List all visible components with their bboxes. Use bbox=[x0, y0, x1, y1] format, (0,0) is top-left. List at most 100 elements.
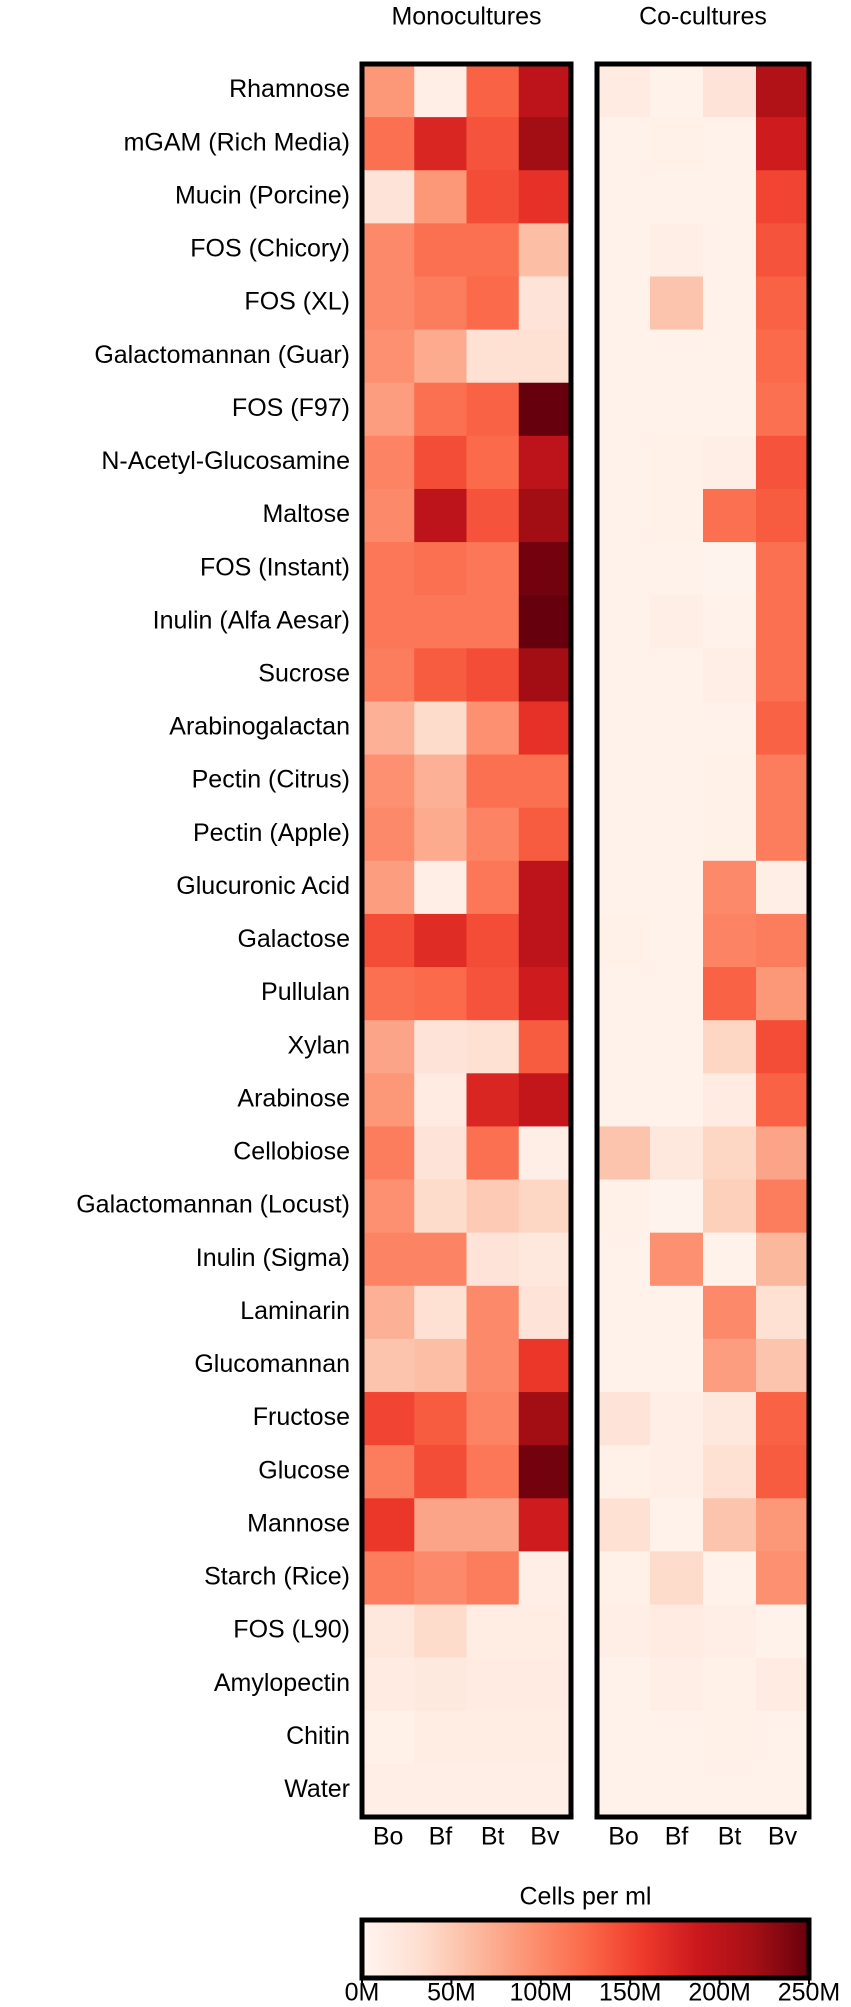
heat-cell bbox=[756, 913, 810, 968]
heat-cell bbox=[466, 170, 520, 224]
row-label: Glucuronic Acid bbox=[176, 872, 350, 900]
heat-cell bbox=[362, 1392, 415, 1446]
heat-cell bbox=[756, 754, 810, 809]
heat-cell bbox=[756, 382, 810, 437]
heat-cell bbox=[597, 1551, 651, 1606]
heat-cell bbox=[518, 1232, 572, 1287]
row-label: Amylopectin bbox=[214, 1669, 350, 1697]
row-label: Arabinose bbox=[237, 1084, 350, 1112]
heat-cell bbox=[703, 1551, 757, 1606]
heat-cell bbox=[756, 276, 810, 331]
heat-cell bbox=[597, 754, 651, 809]
heat-cell bbox=[703, 117, 757, 171]
heat-cell bbox=[703, 1657, 757, 1712]
row-label: Pullulan bbox=[261, 978, 350, 1006]
heat-cell bbox=[466, 64, 520, 118]
heat-cell bbox=[756, 1498, 810, 1552]
heat-cell bbox=[650, 701, 704, 756]
heat-cell bbox=[756, 1179, 810, 1234]
heat-cell bbox=[414, 1763, 467, 1818]
heat-cell bbox=[414, 542, 467, 596]
heat-cell bbox=[362, 913, 415, 968]
heat-cell bbox=[362, 276, 415, 331]
heat-cell bbox=[362, 1232, 415, 1287]
heat-cell bbox=[703, 1126, 757, 1181]
column-label: Bf bbox=[665, 1823, 689, 1851]
heat-cell bbox=[466, 542, 520, 596]
heat-cell bbox=[756, 1285, 810, 1340]
heat-cell bbox=[597, 1445, 651, 1499]
row-label: Mucin (Porcine) bbox=[175, 181, 350, 209]
heat-cell bbox=[597, 1710, 651, 1765]
heat-cell bbox=[466, 860, 520, 915]
heat-cell bbox=[362, 1338, 415, 1393]
row-label: FOS (XL) bbox=[244, 288, 350, 316]
heat-cell bbox=[703, 1020, 757, 1074]
heat-cell bbox=[414, 329, 467, 384]
heat-cell bbox=[703, 542, 757, 596]
heat-cell bbox=[362, 1126, 415, 1181]
heat-cell bbox=[650, 1763, 704, 1818]
row-label: Galactose bbox=[237, 925, 350, 953]
heat-cell bbox=[414, 117, 467, 171]
heat-cell bbox=[756, 1551, 810, 1606]
heat-cell bbox=[597, 223, 651, 277]
heat-cell bbox=[466, 488, 520, 543]
heat-cell bbox=[597, 488, 651, 543]
row-label: Rhamnose bbox=[229, 75, 350, 103]
heat-cell bbox=[518, 1763, 572, 1818]
heat-cell bbox=[650, 1020, 704, 1074]
heat-cell bbox=[414, 435, 467, 490]
heat-cell bbox=[518, 1285, 572, 1340]
heat-cell bbox=[466, 223, 520, 277]
heat-cell bbox=[414, 967, 467, 1021]
heat-cell bbox=[650, 754, 704, 809]
heat-cell bbox=[362, 754, 415, 809]
row-label: FOS (L90) bbox=[233, 1616, 350, 1644]
heat-cell bbox=[703, 1232, 757, 1287]
heat-cell bbox=[414, 1445, 467, 1499]
row-label: Pectin (Citrus) bbox=[192, 766, 350, 794]
heat-cell bbox=[756, 329, 810, 384]
column-label: Bt bbox=[718, 1823, 742, 1851]
heat-cell bbox=[650, 1445, 704, 1499]
heat-cell bbox=[466, 913, 520, 968]
heat-cell bbox=[518, 1551, 572, 1606]
heat-cell bbox=[466, 701, 520, 756]
row-label: Mannose bbox=[247, 1509, 350, 1537]
heat-cell bbox=[597, 1073, 651, 1127]
heat-cell bbox=[466, 1604, 520, 1659]
heat-cell bbox=[362, 542, 415, 596]
heat-cell bbox=[466, 382, 520, 437]
heat-cell bbox=[362, 1710, 415, 1765]
heat-cell bbox=[518, 648, 572, 702]
heat-cell bbox=[597, 1126, 651, 1181]
heat-cell bbox=[650, 1498, 704, 1552]
heat-cell bbox=[756, 1020, 810, 1074]
heat-cell bbox=[650, 117, 704, 171]
heat-cell bbox=[518, 1020, 572, 1074]
heat-cell bbox=[414, 64, 467, 118]
heat-cell bbox=[362, 1604, 415, 1659]
column-label: Bv bbox=[530, 1823, 560, 1851]
heat-cell bbox=[650, 329, 704, 384]
heat-cell bbox=[597, 1285, 651, 1340]
heat-cell bbox=[362, 807, 415, 862]
heat-cell bbox=[650, 807, 704, 862]
heat-cell bbox=[703, 1073, 757, 1127]
heat-cell bbox=[414, 1498, 467, 1552]
heat-cell bbox=[466, 1551, 520, 1606]
column-label: Bt bbox=[481, 1823, 505, 1851]
heat-cell bbox=[362, 1445, 415, 1499]
heat-cell bbox=[650, 913, 704, 968]
heat-cell bbox=[362, 170, 415, 224]
row-label: Pectin (Apple) bbox=[193, 819, 350, 847]
row-label: Inulin (Alfa Aesar) bbox=[153, 606, 350, 634]
heat-cell bbox=[597, 1657, 651, 1712]
heat-cell bbox=[362, 1551, 415, 1606]
heat-cell bbox=[703, 648, 757, 702]
heat-cell bbox=[756, 807, 810, 862]
heat-cell bbox=[597, 1020, 651, 1074]
heat-cell bbox=[597, 701, 651, 756]
